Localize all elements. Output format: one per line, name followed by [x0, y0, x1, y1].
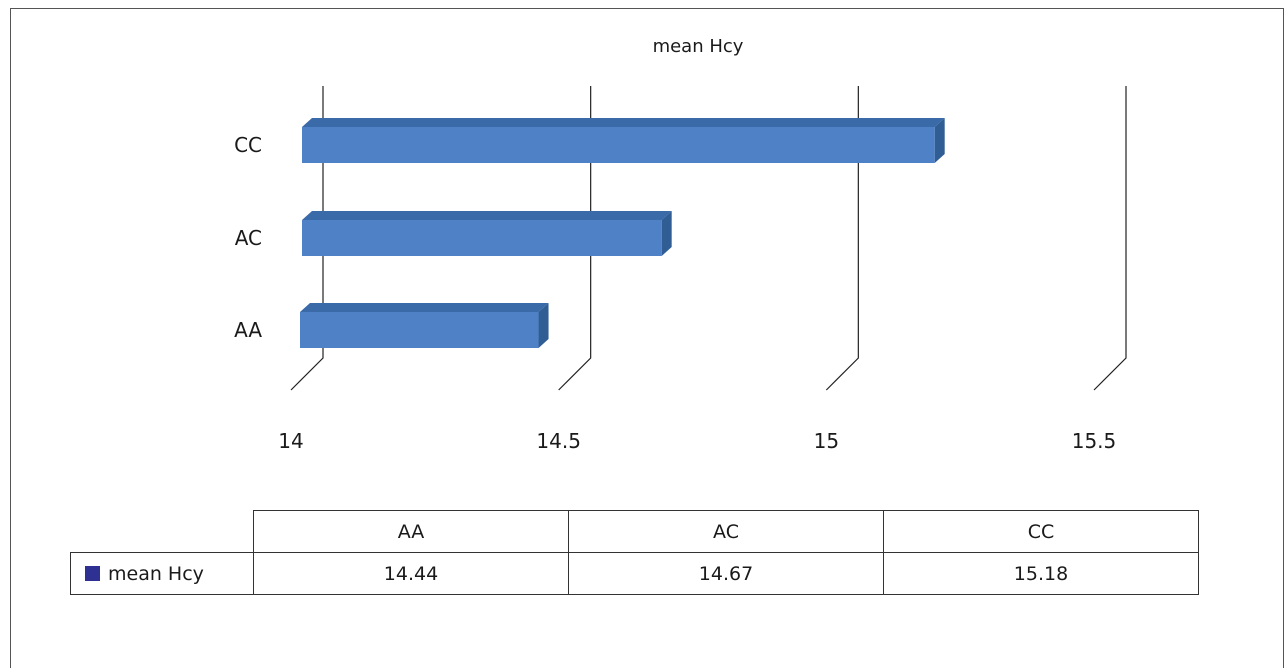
category-labels: AA AC CC: [234, 133, 262, 342]
table-corner: [70, 510, 254, 553]
gridline: [558, 86, 592, 391]
table-cell-cc: 15.18: [883, 552, 1199, 595]
bar-chart: mean Hcy AA AC CC 14 14.5 15 15.5: [234, 36, 1127, 453]
bar-aa: [300, 303, 549, 348]
category-label: AA: [234, 318, 262, 342]
data-table: AA AC CC mean Hcy 14.44 14.67 15.18: [70, 510, 1199, 595]
x-tick-label: 15.5: [1072, 429, 1117, 453]
table-header-cc: CC: [883, 510, 1199, 553]
table-header-aa: AA: [253, 510, 569, 553]
gridline: [290, 86, 324, 391]
gridline: [825, 86, 859, 391]
bar-ac: [302, 211, 672, 256]
x-tick-label: 14.5: [536, 429, 581, 453]
category-label: CC: [234, 133, 262, 157]
table-header-row: AA AC CC: [70, 510, 1199, 553]
bar-cc: [302, 118, 945, 163]
table-cell-ac: 14.67: [568, 552, 884, 595]
x-tick-labels: 14 14.5 15 15.5: [278, 429, 1116, 453]
chart-title: mean Hcy: [653, 36, 744, 57]
x-tick-label: 14: [278, 429, 303, 453]
x-tick-label: 15: [814, 429, 839, 453]
table-header-ac: AC: [568, 510, 884, 553]
table-cell-aa: 14.44: [253, 552, 569, 595]
legend-label: mean Hcy: [108, 562, 204, 585]
bars: [300, 118, 945, 348]
gridlines: [290, 86, 1127, 391]
category-label: AC: [235, 226, 262, 250]
legend-key: [85, 565, 100, 581]
gridline: [1093, 86, 1127, 391]
chart-frame: [10, 8, 1284, 668]
legend-entry: mean Hcy: [70, 552, 254, 595]
table-row: mean Hcy 14.44 14.67 15.18: [70, 552, 1199, 595]
